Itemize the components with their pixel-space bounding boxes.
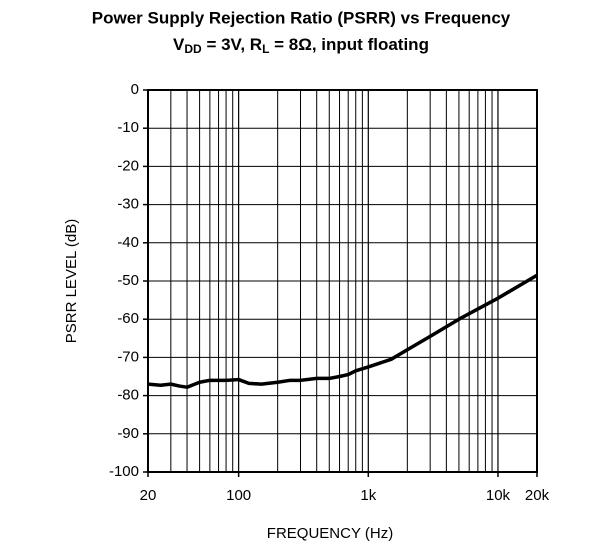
y-tick-label: -90 <box>117 425 139 442</box>
subtitle-part: V <box>173 35 185 54</box>
y-tick-label: -30 <box>117 196 139 213</box>
subtitle-part: = 3V, R <box>202 35 262 54</box>
chart-subtitle: VDD = 3V, RL = 8Ω, input floating <box>173 35 429 56</box>
y-tick-label: -10 <box>117 119 139 136</box>
subtitle-part: = 8Ω, input floating <box>269 35 429 54</box>
y-tick-label: 0 <box>131 81 139 98</box>
chart-title: Power Supply Rejection Ratio (PSRR) vs F… <box>92 8 511 27</box>
x-axis-label: FREQUENCY (Hz) <box>267 525 393 542</box>
y-tick-label: -70 <box>117 348 139 365</box>
subtitle-part: DD <box>184 42 202 56</box>
y-tick-label: -80 <box>117 387 139 404</box>
x-tick-label: 20 <box>140 487 157 504</box>
data-line <box>147 273 538 389</box>
x-tick-label: 10k <box>486 487 511 504</box>
y-tick-label: -100 <box>109 463 139 480</box>
y-axis-label: PSRR LEVEL (dB) <box>63 219 80 344</box>
y-tick-label: -20 <box>117 157 139 174</box>
x-tick-label: 100 <box>226 487 251 504</box>
subtitle-part: L <box>262 42 269 56</box>
y-tick-label: -60 <box>117 310 139 327</box>
y-tick-label: -40 <box>117 234 139 251</box>
y-tick-label: -50 <box>117 272 139 289</box>
plot-frame <box>147 89 538 473</box>
x-tick-label: 20k <box>525 487 550 504</box>
x-tick-label: 1k <box>360 487 376 504</box>
